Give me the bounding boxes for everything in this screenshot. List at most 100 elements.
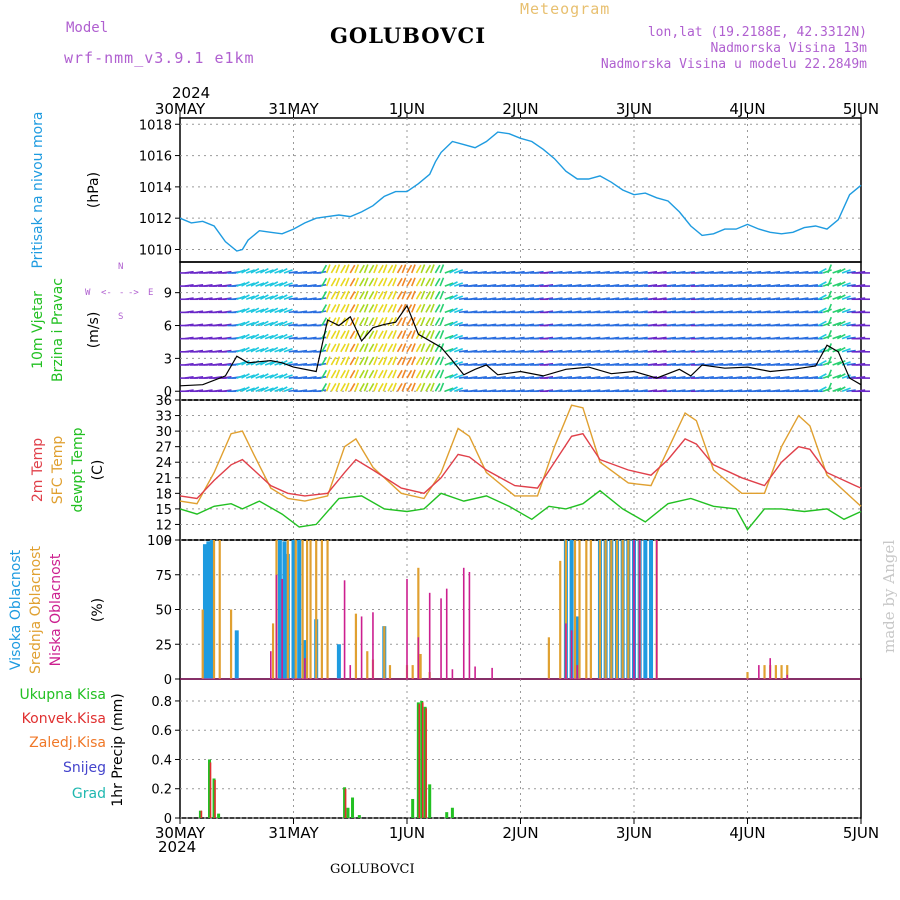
wind-barb [832, 387, 842, 392]
wind-barb [846, 336, 856, 340]
mid-cloud-bar [564, 540, 567, 679]
wind-barb [525, 310, 535, 314]
high-cloud-bar [282, 541, 287, 679]
wind-barb [477, 270, 487, 274]
wind-barb [822, 361, 832, 366]
wind-barb [335, 290, 341, 300]
wind-barb [325, 369, 331, 379]
wind-barb [733, 349, 743, 353]
wind-barb [241, 268, 250, 274]
wind-barb [373, 343, 379, 353]
wind-barb [841, 347, 851, 353]
wind-barb [657, 284, 667, 287]
wind-barb [808, 336, 819, 340]
wind-barb [420, 356, 426, 366]
wind-barb [676, 349, 686, 353]
wind-barb [269, 307, 279, 314]
wind-barb [676, 389, 686, 393]
wind-barb [335, 356, 341, 366]
wind-barb [373, 369, 379, 379]
wind-barb [425, 304, 432, 313]
wind-dir-s: S [118, 312, 124, 322]
wind-barb [704, 362, 714, 366]
wind-barb [468, 270, 478, 274]
wind-barb [434, 304, 441, 313]
wind-barb [415, 277, 422, 287]
wind-barb [387, 291, 394, 300]
mid-cloud-bar [627, 540, 630, 679]
wind-barb [572, 349, 582, 353]
wind-barb [373, 290, 379, 300]
wind-barb [449, 294, 458, 300]
wind-barb [846, 310, 856, 314]
high-cloud-bar [277, 540, 282, 679]
wind-barb [544, 284, 554, 287]
wind-barb [392, 303, 397, 313]
wind-barb [241, 360, 250, 366]
wind-barb [434, 383, 441, 392]
wind-barb [401, 264, 407, 274]
wind-barb [359, 356, 365, 366]
wind-barb [344, 277, 350, 287]
year-bottom: 2024 [158, 838, 197, 856]
wind-barb [553, 323, 563, 327]
wind-barb [666, 362, 677, 366]
wind-barb [359, 277, 365, 287]
wind-barb [780, 336, 790, 340]
wind-barb [822, 334, 832, 340]
wind-barb [406, 369, 413, 379]
wind-barb [382, 330, 388, 339]
wind-barb [387, 356, 394, 366]
y-tick-label: 21 [155, 472, 172, 487]
mid-cloud-bar [589, 540, 592, 679]
wind-barb [260, 386, 269, 392]
wind-barb [245, 387, 255, 392]
wind-barb [544, 349, 554, 353]
wind-barb [638, 270, 648, 274]
mid-cloud-bar [746, 672, 749, 679]
wind-barb [236, 321, 246, 327]
wind-barb [212, 297, 223, 301]
sfc-axis-title: SFC Temp [50, 436, 66, 505]
x-tick-label-bottom: 1JUN [389, 824, 425, 842]
wind-barb [827, 264, 833, 274]
wind-barb [392, 316, 397, 326]
wind-barb [544, 336, 554, 340]
wind-barb [799, 270, 809, 274]
wind-barb [184, 323, 194, 327]
wind-barb [496, 284, 506, 287]
wind-barb [666, 310, 677, 314]
wind-barb [439, 330, 445, 339]
wind-barb [846, 270, 856, 274]
wind-barb [330, 317, 337, 326]
wind-barb [420, 343, 426, 353]
wind-barb [330, 304, 337, 313]
wind-barb [714, 376, 724, 379]
wind-barb [789, 284, 800, 287]
wind-barb [553, 336, 563, 340]
low-cloud-bar [275, 574, 278, 679]
wind-barb [591, 310, 601, 314]
wind-barb [581, 389, 592, 393]
wind-barb [236, 374, 246, 379]
wind-barb [429, 277, 435, 287]
wind-barb [723, 389, 733, 393]
wind-barb [619, 389, 629, 393]
wind-barb [363, 277, 369, 287]
low-cloud-bar [372, 612, 374, 679]
y-tick-label: 0.2 [151, 783, 172, 798]
wind-barb [377, 264, 384, 274]
wind-barb [203, 310, 213, 314]
wind-barb [255, 374, 265, 379]
wind-barb [420, 369, 426, 379]
wind-barb [771, 323, 781, 327]
wind-barb [534, 389, 544, 393]
y-tick-label: 6 [164, 320, 172, 335]
wind-barb [429, 382, 435, 392]
wind-barb [771, 376, 781, 379]
wind-barb [298, 349, 308, 353]
wind-barb [321, 369, 328, 379]
wind-barb [685, 376, 696, 379]
wind-barb [761, 297, 771, 301]
wind-barb [321, 291, 328, 300]
